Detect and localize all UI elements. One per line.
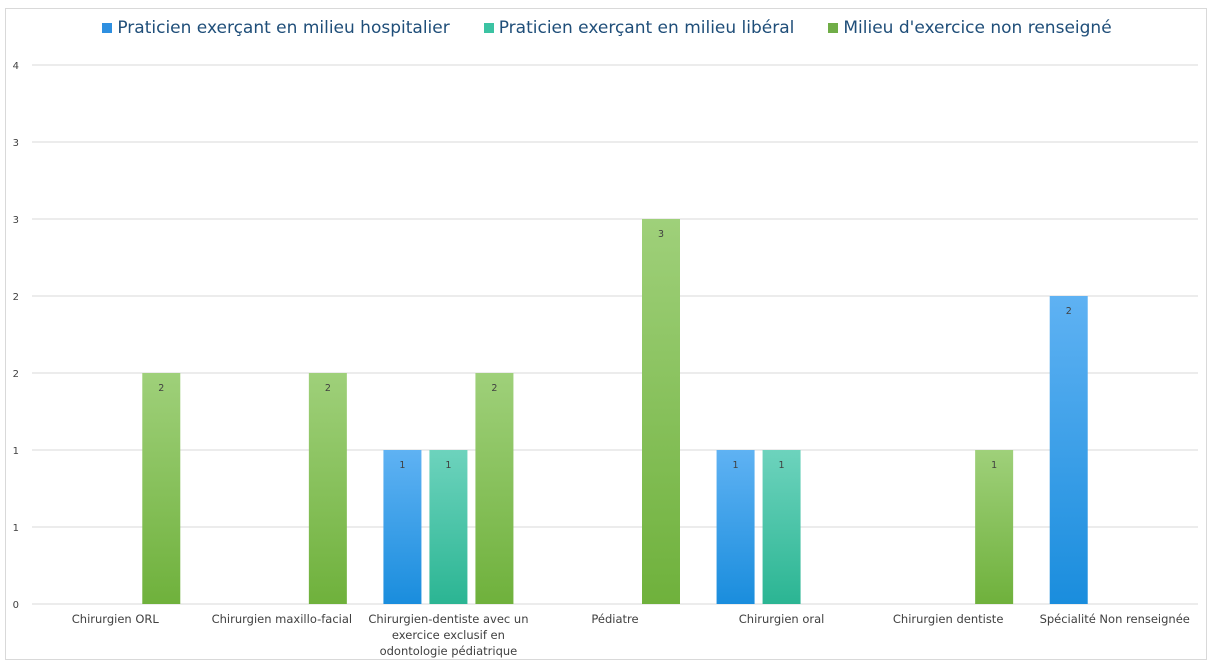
legend-label-hospitalier: Praticien exerçant en milieu hospitalier [117, 18, 450, 38]
y-tick-label-7: 4 [13, 61, 19, 72]
data-label-s0-c4: 1 [733, 460, 739, 471]
bar-s2-c3 [642, 219, 680, 604]
y-tick-label-2: 1 [13, 446, 19, 457]
bar-s0-c6 [1049, 296, 1088, 604]
legend-swatch-hospitalier [102, 23, 113, 33]
x-tick-label-3: Pédiatre [591, 612, 638, 626]
legend-swatch-non-renseigne [828, 23, 839, 33]
x-tick-label-1: Chirurgien maxillo-facial [212, 612, 352, 626]
legend-item-hospitalier: Praticien exerçant en milieu hospitalier [102, 18, 450, 38]
x-tick-label-2: Chirurgien-dentiste avec un exercice excl… [368, 612, 528, 658]
legend-swatch-liberal [483, 23, 494, 33]
bar-s1-c4 [762, 450, 801, 604]
data-label-s2-c3: 3 [658, 229, 664, 240]
data-label-s1-c4: 1 [779, 460, 785, 471]
bar-s0-c4 [716, 450, 755, 604]
bar-s2-c0 [142, 373, 181, 604]
bar-s2-c5 [975, 450, 1014, 604]
legend-label-non-renseigne: Milieu d'exercice non renseigné [843, 18, 1112, 38]
data-label-s2-c2: 2 [491, 383, 497, 394]
y-tick-label-4: 2 [13, 292, 19, 303]
bar-s0-c2 [383, 450, 422, 604]
y-tick-label-3: 2 [13, 369, 19, 380]
bar-s1-c2 [429, 450, 468, 604]
bar-s2-c1 [308, 373, 347, 604]
bar-s2-c2 [475, 373, 514, 604]
y-tick-label-0: 0 [13, 600, 19, 611]
x-tick-label-4: Chirurgien oral [739, 612, 825, 626]
legend-item-liberal: Praticien exerçant en milieu libéral [483, 18, 795, 38]
data-label-s1-c2: 1 [445, 460, 451, 471]
chart-legend: Praticien exerçant en milieu hospitalier… [0, 18, 1214, 38]
x-tick-label-5: Chirurgien dentiste [893, 612, 1004, 626]
data-label-s2-c1: 2 [325, 383, 331, 394]
legend-label-liberal: Praticien exerçant en milieu libéral [498, 18, 795, 38]
y-tick-label-6: 3 [13, 138, 19, 149]
data-label-s0-c6: 2 [1066, 306, 1072, 317]
legend-item-non-renseigne: Milieu d'exercice non renseigné [828, 18, 1112, 38]
x-tick-label-6: Spécialité Non renseignée [1040, 612, 1190, 626]
data-label-s0-c2: 1 [399, 460, 405, 471]
y-tick-label-1: 1 [13, 523, 19, 534]
data-label-s2-c0: 2 [158, 383, 164, 394]
x-tick-label-0: Chirurgien ORL [72, 612, 160, 626]
data-label-s2-c5: 1 [991, 460, 997, 471]
y-tick-label-5: 3 [13, 215, 19, 226]
